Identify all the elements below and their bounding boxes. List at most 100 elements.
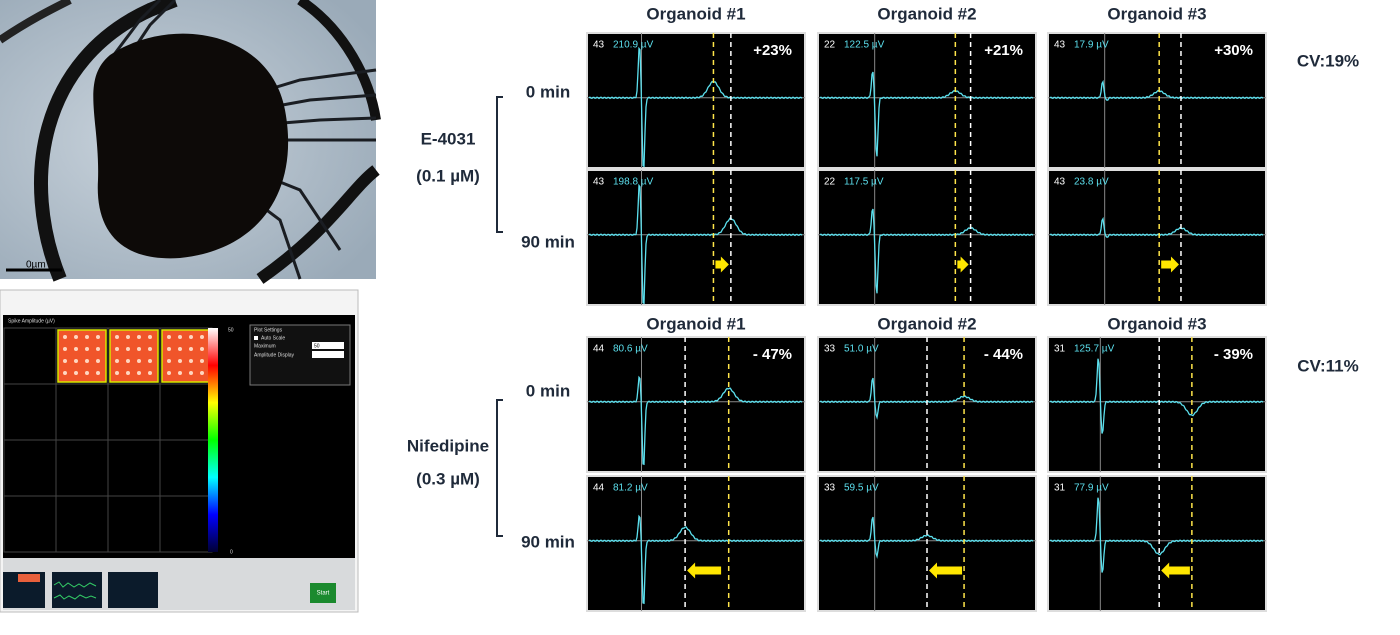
trace [1049, 497, 1264, 573]
electrode [148, 347, 152, 351]
electrode [74, 371, 78, 375]
channel-label: 33 [824, 344, 836, 355]
electrode [200, 347, 204, 351]
time-label: 90 min [521, 232, 575, 251]
trace-panel [586, 475, 806, 612]
electrode [85, 335, 89, 339]
start-button[interactable] [310, 583, 336, 603]
scale-max: 50 [228, 327, 234, 333]
organoid-title: Organoid #2 [877, 314, 976, 333]
channel-label: 43 [1054, 177, 1066, 188]
amplitude-label: 23.8 µV [1074, 177, 1109, 188]
amplitude-label: 51.0 µV [844, 344, 879, 355]
electrode [167, 371, 171, 375]
electrode [126, 335, 130, 339]
electrode [115, 359, 119, 363]
trace [588, 514, 803, 605]
plot-settings: Plot Settings [254, 327, 283, 333]
amplitude-label: 17.9 µV [1074, 40, 1109, 51]
sw-title: Spike Amplitude (µV) [8, 318, 55, 324]
channel-label: 31 [1054, 483, 1066, 494]
electrode [63, 371, 67, 375]
maximum-value: 50 [314, 343, 320, 349]
channel-label: 33 [824, 483, 836, 494]
electrode [96, 347, 100, 351]
channel-label: 44 [593, 344, 605, 355]
electrode [189, 347, 193, 351]
trace [588, 46, 803, 168]
electrode [167, 359, 171, 363]
electrode [137, 371, 141, 375]
organoid-title: Organoid #1 [646, 4, 745, 23]
electrode [167, 335, 171, 339]
channel-label: 43 [1054, 40, 1066, 51]
organoid-title: Organoid #2 [877, 4, 976, 23]
electrode [148, 335, 152, 339]
change-label: - 44% [984, 346, 1023, 363]
electrode [148, 359, 152, 363]
channel-label: 43 [593, 40, 605, 51]
trace [1049, 358, 1264, 434]
trace-panel [817, 169, 1037, 306]
organoid-title: Organoid #3 [1107, 4, 1206, 23]
dose-label: (0.3 µM) [416, 469, 480, 488]
bracket [496, 399, 503, 537]
amplitude-display: Amplitude Display [254, 352, 295, 358]
shift-arrow [1161, 256, 1179, 273]
scale-min: 0 [230, 549, 233, 555]
cv-label: CV:11% [1297, 356, 1358, 375]
electrode [96, 359, 100, 363]
amplitude-label: 59.5 µV [844, 483, 879, 494]
electrode [167, 347, 171, 351]
trace [588, 183, 803, 305]
microscope-image: 0µm [0, 0, 381, 284]
time-label: 0 min [526, 82, 570, 101]
electrode [115, 347, 119, 351]
electrode [178, 371, 182, 375]
amplitude-label: 81.2 µV [613, 483, 648, 494]
time-label: 0 min [526, 381, 570, 400]
time-label: 90 min [521, 532, 575, 551]
trace-panel [817, 32, 1037, 169]
electrode [74, 335, 78, 339]
organoid-title: Organoid #1 [646, 314, 745, 333]
drug-label: Nifedipine [407, 436, 489, 455]
electrode [126, 359, 130, 363]
shift-arrow [957, 256, 969, 273]
electrode [200, 335, 204, 339]
electrode [63, 359, 67, 363]
shift-arrow [715, 256, 729, 273]
amplitude-label: 210.9 µV [613, 40, 654, 51]
amplitude-label: 125.7 µV [1074, 344, 1115, 355]
electrode [85, 359, 89, 363]
organoid-title: Organoid #3 [1107, 314, 1206, 333]
amplitude-label: 77.9 µV [1074, 483, 1109, 494]
trace [1049, 216, 1264, 238]
electrode [85, 347, 89, 351]
scale-bar-label: 0µm [26, 260, 46, 271]
auto-scale: Auto Scale [261, 335, 285, 341]
shift-arrow [1161, 562, 1190, 579]
trace [819, 208, 1034, 294]
electrode [85, 371, 89, 375]
trace-panel [1047, 475, 1267, 612]
shift-arrow [687, 562, 722, 579]
electrode [200, 359, 204, 363]
channel-label: 31 [1054, 344, 1066, 355]
electrode [115, 371, 119, 375]
electrode [126, 347, 130, 351]
electrode [148, 371, 152, 375]
change-label: +30% [1214, 42, 1253, 59]
trace [588, 375, 803, 466]
trace-panel [1047, 32, 1267, 169]
trace-panel [586, 169, 806, 306]
cv-label: CV:19% [1297, 51, 1359, 70]
trace [819, 71, 1034, 157]
bracket [496, 96, 503, 233]
electrode [178, 335, 182, 339]
channel-label: 22 [824, 40, 836, 51]
electrode [178, 347, 182, 351]
change-label: - 47% [753, 346, 792, 363]
amplitude-label: 198.8 µV [613, 177, 654, 188]
